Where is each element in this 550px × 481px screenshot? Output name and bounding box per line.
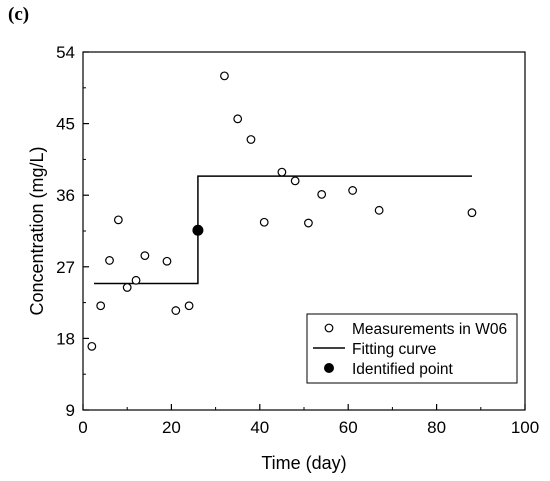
measurement-point <box>259 217 269 227</box>
measurement-point <box>374 205 384 215</box>
y-tick-label: 36 <box>56 186 75 205</box>
measurement-point <box>184 301 194 311</box>
measurement-point <box>317 190 327 199</box>
legend: Measurements in W06 Fitting curve Identifi… <box>306 313 518 384</box>
measurement-point <box>140 251 150 261</box>
legend-label: Fitting curve <box>352 341 436 358</box>
panel-label: (c) <box>8 4 30 25</box>
legend-label: Identified point <box>352 361 454 378</box>
y-tick-label: 27 <box>56 258 75 277</box>
measurement-point <box>277 167 287 177</box>
measurement-point <box>171 306 181 315</box>
measurement-point <box>467 208 477 218</box>
x-tick-label: 100 <box>511 418 539 437</box>
measurement-point <box>131 275 141 285</box>
legend-filled-circle-symbol <box>324 363 334 373</box>
measurement-point <box>220 71 229 81</box>
x-tick-label: 0 <box>78 418 87 437</box>
x-tick-label: 20 <box>162 418 181 437</box>
y-tick-label: 45 <box>56 115 75 134</box>
y-axis-label: Concentration (mg/L) <box>27 146 47 315</box>
identified-point-marker <box>192 224 204 236</box>
x-tick-label: 80 <box>427 418 446 437</box>
measurement-point <box>113 215 123 225</box>
measurement-point <box>162 256 172 266</box>
y-tick-label: 9 <box>66 401 75 420</box>
x-tick-label: 40 <box>250 418 269 437</box>
legend-label: Measurements in W06 <box>352 321 507 338</box>
axes: 0 20 40 60 80 100 9 18 27 36 45 54 Time (day) Concent… <box>27 43 539 473</box>
measurement-point <box>105 256 114 265</box>
chart-marks <box>87 71 477 351</box>
y-tick-label: 18 <box>56 329 75 348</box>
measurement-point <box>246 135 256 144</box>
x-tick-label: 60 <box>339 418 358 437</box>
measurement-point <box>96 301 106 311</box>
legend-open-circle-symbol <box>324 323 334 333</box>
measurement-point <box>233 114 243 124</box>
fitting-curve-line <box>94 175 472 285</box>
measurement-point <box>304 218 313 228</box>
x-axis-label: Time (day) <box>261 453 346 473</box>
measurement-point <box>87 341 97 351</box>
measurement-point <box>122 283 132 292</box>
measurement-point <box>290 176 300 186</box>
measurement-point <box>348 186 358 195</box>
y-tick-label: 54 <box>56 43 75 62</box>
